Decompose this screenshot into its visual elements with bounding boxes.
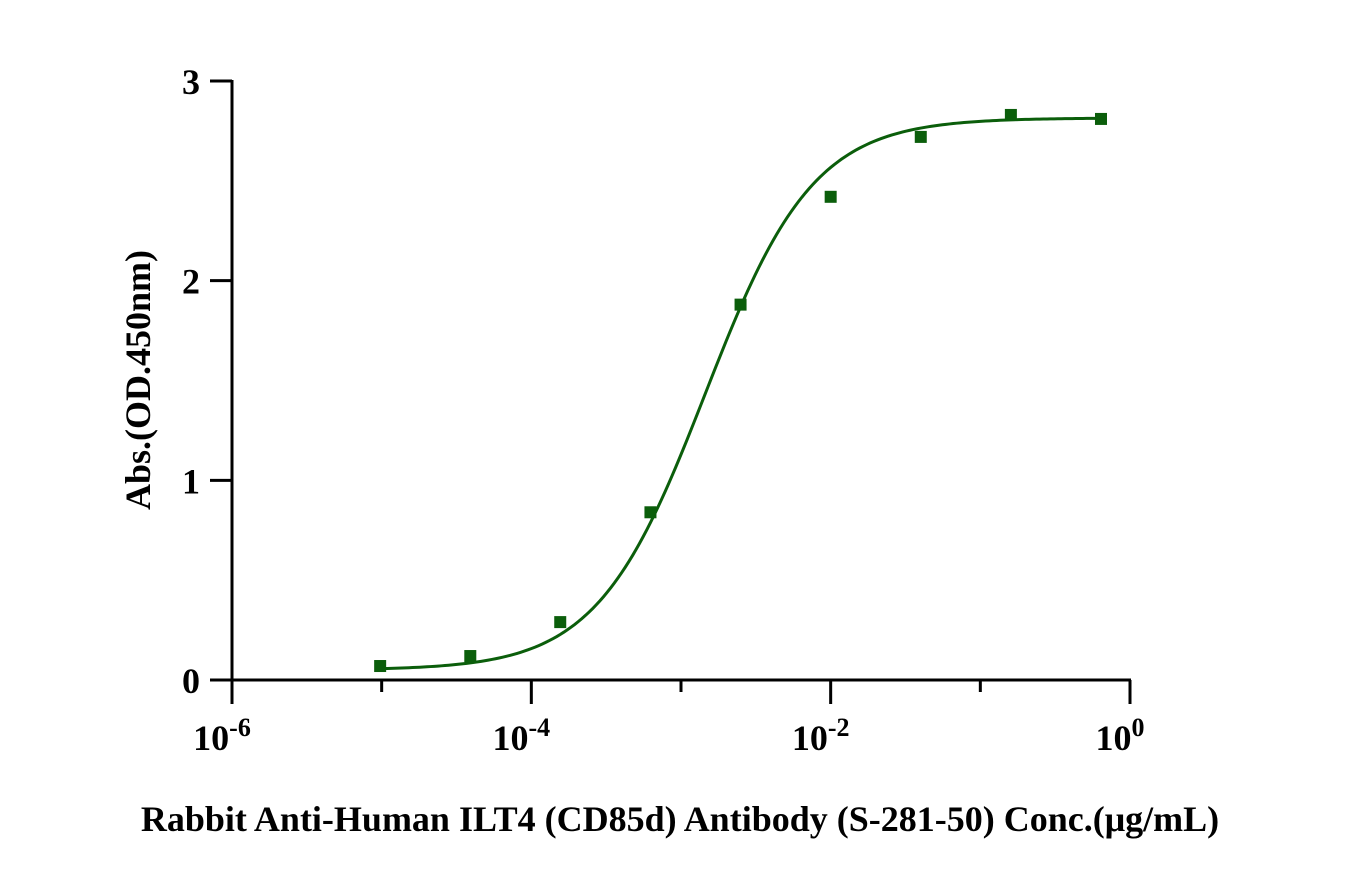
fit-curve [380,116,1101,671]
x-tick-label: 10-4 [492,713,550,758]
data-point [734,298,747,311]
x-tick-label: 10-2 [792,713,850,758]
x-tick-label: 10-6 [193,713,251,758]
x-tick-label: 100 [1096,713,1145,758]
data-points-layer [374,108,1107,673]
axes [210,79,1132,704]
data-point [374,660,387,673]
data-point [914,130,927,143]
fit-curve-layer [380,116,1101,671]
y-tick-label: 1 [182,461,200,501]
y-tick-label: 2 [182,262,200,302]
data-point [824,190,837,203]
data-point [464,650,477,663]
tick-labels-layer: 0 1 2 3 10-6 10-4 10-2 100 [182,62,1145,758]
data-point [1094,112,1107,125]
data-point [554,616,567,629]
y-tick-label: 3 [182,62,200,102]
y-axis-label: Abs.(OD.450nm) [118,250,158,510]
x-axis-label: Rabbit Anti-Human ILT4 (CD85d) Antibody … [141,799,1219,839]
y-tick-label: 0 [182,661,200,701]
data-point [644,506,657,519]
data-point [1004,108,1017,121]
